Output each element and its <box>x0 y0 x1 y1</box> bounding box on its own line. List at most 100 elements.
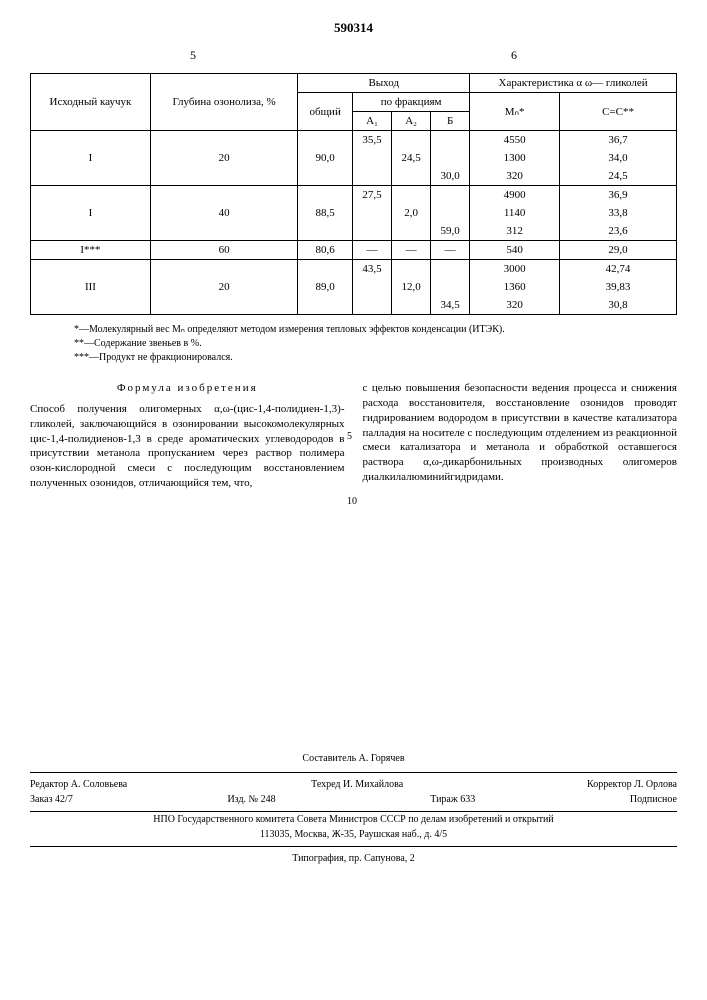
table-cell: — <box>431 241 470 260</box>
left-column: Формула изобретения Способ получения оли… <box>30 381 345 491</box>
tirazh: Тираж 633 <box>430 792 475 807</box>
compiler: Составитель А. Горячев <box>30 751 677 766</box>
table-cell <box>392 222 431 241</box>
corrector: Корректор Л. Орлова <box>587 777 677 792</box>
th-rubber: Исходный каучук <box>31 74 151 131</box>
note-3: ***—Продукт не фракционировался. <box>70 351 677 365</box>
note-1: *—Молекулярный вес Mₙ определяют методом… <box>70 323 677 337</box>
table-cell <box>150 260 297 279</box>
right-column: с целью повышения безопасности ведения п… <box>363 381 678 491</box>
table-cell: 20 <box>150 149 297 167</box>
th-a2: А₂ <box>392 112 431 131</box>
table-cell <box>392 296 431 315</box>
table-cell: I <box>31 149 151 167</box>
table-cell <box>353 278 392 296</box>
table-cell <box>431 149 470 167</box>
typography: Типография, пр. Сапунова, 2 <box>30 846 677 866</box>
table-cell: I*** <box>31 241 151 260</box>
table-cell: 1360 <box>470 278 560 296</box>
col-num-left: 5 <box>190 48 196 63</box>
table-cell <box>298 296 353 315</box>
table-cell <box>431 204 470 222</box>
table-cell <box>150 186 297 205</box>
table-cell <box>31 131 151 150</box>
table-cell: 40 <box>150 204 297 222</box>
table-cell <box>31 260 151 279</box>
table-cell: 34,0 <box>560 149 677 167</box>
table-cell <box>150 131 297 150</box>
table-cell: 24,5 <box>392 149 431 167</box>
table-cell: 20 <box>150 278 297 296</box>
table-cell: 59,0 <box>431 222 470 241</box>
table-cell: 30,0 <box>431 167 470 186</box>
table-cell: III <box>31 278 151 296</box>
table-cell <box>353 149 392 167</box>
table-cell: 4900 <box>470 186 560 205</box>
table-cell <box>31 296 151 315</box>
table-cell: 34,5 <box>431 296 470 315</box>
table-cell: 4550 <box>470 131 560 150</box>
table-cell: 2,0 <box>392 204 431 222</box>
note-2: **—Содержание звеньев в %. <box>70 337 677 351</box>
table-cell <box>298 222 353 241</box>
izd: Изд. № 248 <box>227 792 275 807</box>
table-notes: *—Молекулярный вес Mₙ определяют методом… <box>70 323 677 365</box>
line-num-10: 10 <box>347 496 357 507</box>
table-cell <box>431 260 470 279</box>
table-cell: 36,9 <box>560 186 677 205</box>
th-a1: А₁ <box>353 112 392 131</box>
table-cell <box>150 222 297 241</box>
podpisnoe: Подписное <box>630 792 677 807</box>
table-cell: 312 <box>470 222 560 241</box>
imprint-block: Составитель А. Горячев Редактор А. Солов… <box>30 751 677 866</box>
table-cell <box>431 278 470 296</box>
table-cell <box>150 296 297 315</box>
table-cell <box>431 186 470 205</box>
table-cell: 42,74 <box>560 260 677 279</box>
table-cell <box>298 186 353 205</box>
table-cell <box>31 186 151 205</box>
table-cell: 24,5 <box>560 167 677 186</box>
table-cell: 3000 <box>470 260 560 279</box>
table-cell: 39,83 <box>560 278 677 296</box>
right-paragraph: с целью повышения безопасности ведения п… <box>363 382 678 483</box>
table-cell: 1140 <box>470 204 560 222</box>
zakaz: Заказ 42/7 <box>30 792 73 807</box>
table-cell <box>150 167 297 186</box>
techred: Техред И. Михайлова <box>311 777 403 792</box>
th-yield: Выход <box>298 74 470 93</box>
table-cell <box>392 260 431 279</box>
table-cell <box>298 260 353 279</box>
col-num-right: 6 <box>511 48 517 63</box>
table-cell: 320 <box>470 296 560 315</box>
table-cell: 60 <box>150 241 297 260</box>
table-cell <box>353 296 392 315</box>
table-cell <box>431 131 470 150</box>
table-cell: 1300 <box>470 149 560 167</box>
table-cell <box>298 131 353 150</box>
table-cell <box>392 167 431 186</box>
table-cell <box>392 131 431 150</box>
table-cell: 30,8 <box>560 296 677 315</box>
table-cell: 23,6 <box>560 222 677 241</box>
table-cell: 43,5 <box>353 260 392 279</box>
th-cc: С=С** <box>560 93 677 131</box>
table-cell <box>353 222 392 241</box>
table-cell: 29,0 <box>560 241 677 260</box>
table-cell: 12,0 <box>392 278 431 296</box>
table-cell <box>31 167 151 186</box>
th-depth: Глубина озонолиза, % <box>150 74 297 131</box>
table-cell <box>298 167 353 186</box>
th-char: Характеристика α ω— гликолей <box>470 74 677 93</box>
editor: Редактор А. Соловьева <box>30 777 127 792</box>
th-b: Б <box>431 112 470 131</box>
table-cell: 89,0 <box>298 278 353 296</box>
table-cell: 90,0 <box>298 149 353 167</box>
left-paragraph: Способ получения олигомерных α,ω-(цис-1,… <box>30 403 345 489</box>
table-cell: I <box>31 204 151 222</box>
column-numbers: 5 6 <box>30 48 677 63</box>
table-cell: — <box>353 241 392 260</box>
table-cell: 35,5 <box>353 131 392 150</box>
results-table: Исходный каучук Глубина озонолиза, % Вых… <box>30 73 677 315</box>
line-num-5: 5 <box>347 431 352 442</box>
